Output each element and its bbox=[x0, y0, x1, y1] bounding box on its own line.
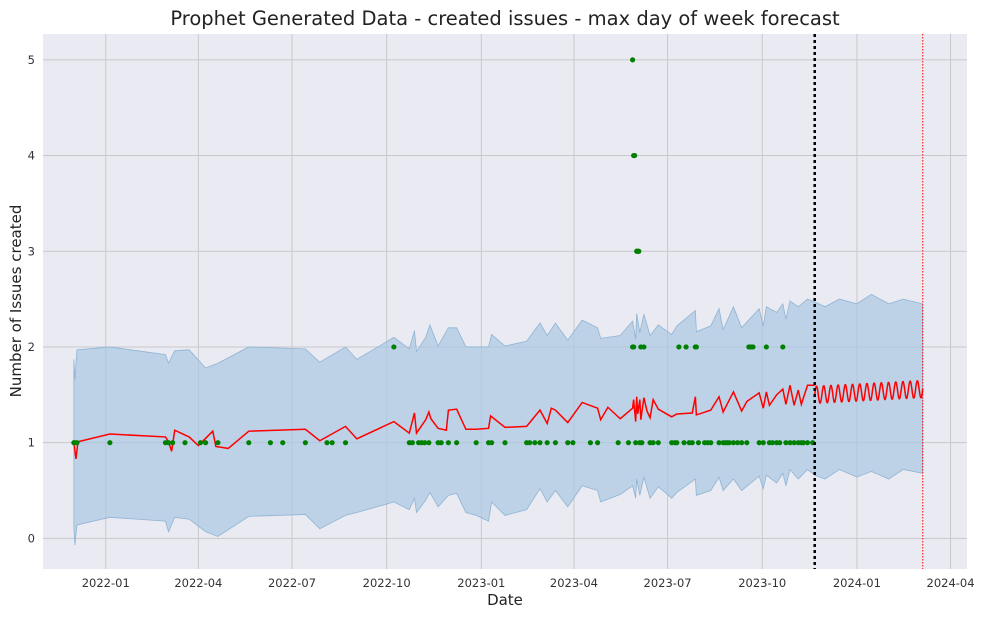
observed-point bbox=[565, 440, 571, 446]
observed-point bbox=[777, 440, 783, 446]
x-tick-label: 2024-04 bbox=[927, 576, 975, 590]
observed-point bbox=[422, 440, 428, 446]
observed-point bbox=[165, 440, 172, 446]
y-tick-label: 0 bbox=[28, 531, 35, 545]
observed-point bbox=[544, 440, 550, 446]
observed-point bbox=[438, 440, 444, 446]
marker-lines bbox=[813, 34, 924, 569]
observed-point bbox=[107, 440, 113, 446]
observed-point bbox=[760, 440, 766, 446]
grid-lines bbox=[43, 34, 967, 569]
observed-point bbox=[726, 440, 732, 446]
observed-point bbox=[615, 440, 621, 446]
observed-point bbox=[342, 440, 349, 446]
observed-point bbox=[804, 440, 811, 446]
observed-point bbox=[783, 440, 789, 446]
y-axis-label: Number of Issues created bbox=[7, 205, 25, 398]
observed-point bbox=[302, 440, 308, 446]
observed-point bbox=[215, 440, 221, 446]
x-tick-labels: 2022-01 2022-04 2022-07 2022-10 2023-01 2023-… bbox=[82, 576, 975, 590]
observed-point bbox=[763, 344, 769, 350]
observed-point bbox=[716, 440, 722, 446]
observed-point bbox=[739, 440, 745, 446]
observed-point bbox=[587, 440, 594, 446]
observed-point bbox=[267, 440, 273, 446]
observed-point bbox=[636, 248, 642, 254]
observed-points bbox=[71, 57, 816, 446]
observed-point bbox=[693, 344, 699, 350]
observed-point bbox=[800, 440, 806, 446]
observed-point bbox=[409, 440, 415, 446]
observed-point bbox=[633, 440, 639, 446]
x-axis-label: Date bbox=[487, 591, 523, 609]
x-tick-label: 2023-01 bbox=[457, 576, 505, 590]
x-tick-label: 2022-10 bbox=[363, 576, 411, 590]
forecast-future-line bbox=[813, 380, 924, 404]
y-tick-label: 2 bbox=[28, 340, 35, 354]
observed-point bbox=[552, 440, 559, 446]
observed-point bbox=[632, 152, 638, 159]
y-tick-label: 3 bbox=[28, 244, 35, 258]
observed-point bbox=[532, 440, 538, 446]
observed-point bbox=[744, 440, 750, 446]
observed-point bbox=[445, 440, 452, 446]
observed-point bbox=[631, 344, 637, 350]
observed-point bbox=[170, 440, 176, 446]
x-tick-label: 2024-01 bbox=[833, 576, 881, 590]
observed-point bbox=[489, 440, 495, 446]
observed-point bbox=[324, 440, 330, 446]
observed-point bbox=[473, 440, 479, 446]
observed-point bbox=[689, 440, 695, 446]
observed-point bbox=[391, 344, 397, 350]
observed-point bbox=[750, 344, 756, 350]
observed-point bbox=[280, 440, 286, 446]
observed-point bbox=[756, 440, 762, 446]
observed-point bbox=[787, 440, 793, 446]
observed-point bbox=[182, 440, 188, 446]
observed-point bbox=[655, 440, 661, 446]
x-tick-label: 2023-10 bbox=[738, 576, 786, 590]
observed-point bbox=[780, 344, 786, 350]
chart-title: Prophet Generated Data - created issues … bbox=[170, 7, 840, 30]
x-tick-label: 2023-04 bbox=[550, 576, 598, 590]
observed-point bbox=[674, 440, 680, 446]
observed-point bbox=[527, 440, 533, 446]
observed-point bbox=[454, 440, 460, 446]
y-tick-label: 1 bbox=[28, 436, 35, 450]
observed-point bbox=[641, 344, 647, 350]
observed-point bbox=[246, 440, 252, 446]
observed-point bbox=[570, 440, 576, 446]
observed-point bbox=[502, 440, 508, 446]
y-tick-label: 5 bbox=[28, 53, 35, 67]
y-tick-labels: 0 1 2 3 4 5 bbox=[28, 53, 35, 546]
observed-point bbox=[202, 440, 209, 446]
observed-point bbox=[639, 440, 645, 446]
y-tick-label: 4 bbox=[28, 149, 35, 163]
observed-point bbox=[426, 440, 432, 446]
observed-point bbox=[695, 440, 702, 446]
observed-point bbox=[683, 344, 689, 350]
x-tick-label: 2023-07 bbox=[644, 576, 692, 590]
observed-point bbox=[708, 440, 714, 446]
observed-point bbox=[537, 440, 543, 446]
observed-point bbox=[681, 440, 687, 446]
observed-point bbox=[730, 440, 737, 446]
observed-point bbox=[791, 440, 797, 446]
observed-point bbox=[650, 440, 656, 446]
observed-point bbox=[595, 440, 601, 446]
observed-point bbox=[629, 57, 636, 63]
forecast-history-line bbox=[73, 384, 815, 460]
x-tick-label: 2022-01 bbox=[82, 576, 130, 590]
observed-point bbox=[625, 440, 632, 446]
observed-point bbox=[197, 440, 204, 446]
observed-point bbox=[329, 440, 335, 446]
observed-point bbox=[734, 440, 741, 446]
x-tick-label: 2022-04 bbox=[174, 576, 222, 590]
observed-point bbox=[769, 440, 776, 446]
observed-point bbox=[74, 440, 80, 446]
forecast-line bbox=[73, 380, 924, 460]
x-tick-label: 2022-07 bbox=[268, 576, 316, 590]
observed-point bbox=[676, 344, 682, 350]
